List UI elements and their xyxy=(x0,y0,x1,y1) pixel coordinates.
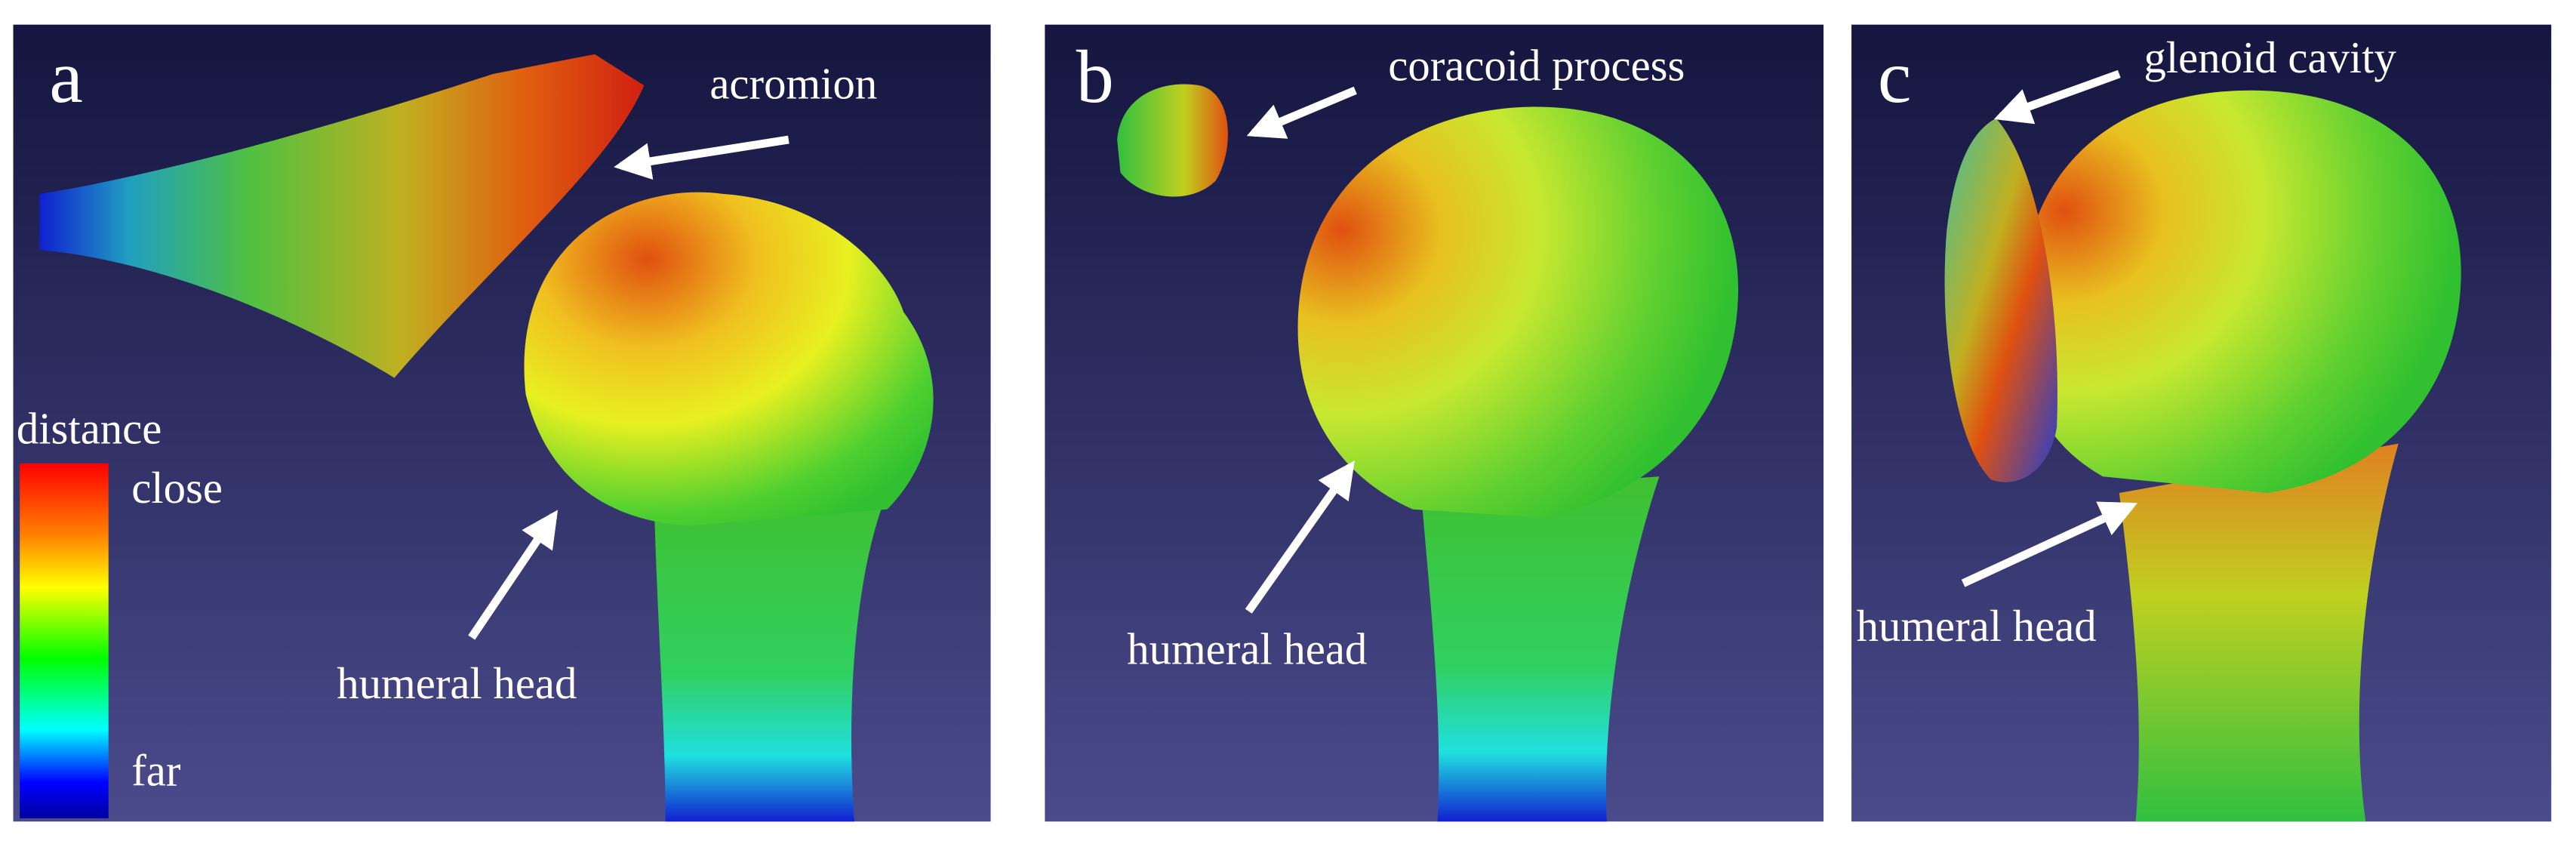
humeral-head xyxy=(2020,90,2461,493)
humeral-head xyxy=(524,192,934,526)
legend-low: far xyxy=(131,746,181,795)
panel-a: a acromion humeral head distance close f… xyxy=(13,24,991,822)
panel-label: b xyxy=(1076,35,1114,119)
legend-title: distance xyxy=(17,405,162,454)
panel-label: a xyxy=(49,35,82,119)
humerus-shaft xyxy=(1420,476,1660,822)
annotation: humeral head xyxy=(1857,602,2097,651)
arrow xyxy=(1246,86,1357,139)
acromion-bone xyxy=(39,54,645,378)
panel-b: b coracoid process humeral head xyxy=(1045,24,1824,822)
annotation: humeral head xyxy=(1127,624,1367,673)
arrow xyxy=(1993,69,2121,125)
annotation: acromion xyxy=(709,60,877,109)
colorbar xyxy=(20,463,109,818)
annotation: coracoid process xyxy=(1388,42,1685,91)
coracoid-bone xyxy=(1117,84,1228,197)
annotation: glenoid cavity xyxy=(2144,33,2396,82)
annotation: humeral head xyxy=(337,659,577,708)
legend-high: close xyxy=(131,464,223,513)
arrow xyxy=(614,135,789,180)
arrow xyxy=(1245,460,1355,614)
arrow xyxy=(1961,501,2137,587)
arrow xyxy=(468,510,559,640)
panel-c: c glenoid cavity humeral head xyxy=(1851,24,2552,822)
glenoid-bone xyxy=(1944,118,2057,482)
humerus-shaft xyxy=(2119,443,2399,822)
panel-label: c xyxy=(1878,35,1911,119)
humeral-head xyxy=(1297,106,1738,518)
humerus-shaft xyxy=(654,492,888,822)
